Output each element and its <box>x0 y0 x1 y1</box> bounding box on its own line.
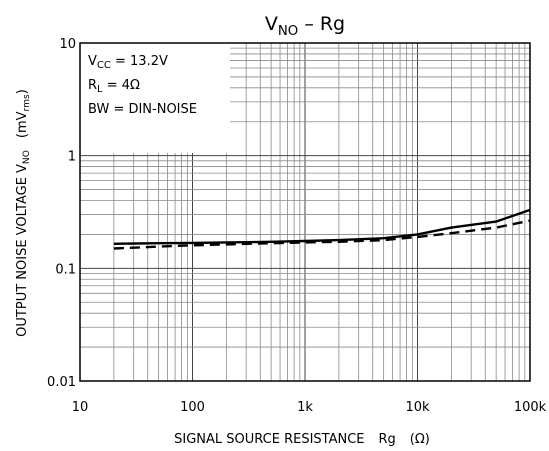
y-axis-label-unit-sub: rms <box>22 94 32 111</box>
condition-rest: = 13.2V <box>111 54 168 69</box>
series-line-dashed <box>113 219 531 250</box>
series-line-solid <box>113 208 531 245</box>
x-tick-label: 100k <box>514 400 547 415</box>
y-axis-label-unit-post: ) <box>15 89 30 94</box>
x-tick-label: 1k <box>297 400 313 415</box>
condition-sub: CC <box>97 60 111 71</box>
chart-title-main: V <box>265 13 278 35</box>
x-axis-label-var: Rg <box>379 432 396 447</box>
condition-text: BW = DIN-NOISE <box>88 102 197 117</box>
x-axis-label-main: SIGNAL SOURCE RESISTANCE <box>174 432 364 447</box>
condition-sub: L <box>97 84 103 95</box>
condition-main: V <box>88 54 97 69</box>
chart-title-rest: – Rg <box>298 13 345 35</box>
y-tick-label: 1 <box>68 150 76 165</box>
condition-main: R <box>88 78 97 93</box>
x-tick-label: 10 <box>72 400 89 415</box>
conditions: VCC = 13.2V RL = 4Ω BW = DIN-NOISE <box>88 54 197 117</box>
y-axis-label-main: OUTPUT NOISE VOLTAGE V <box>15 164 30 337</box>
condition-text: VCC = 13.2V <box>88 54 168 71</box>
condition-text: RL = 4Ω <box>88 78 140 95</box>
condition-rest: = 4Ω <box>103 78 140 93</box>
x-tick-label: 100 <box>180 400 205 415</box>
y-axis-label: OUTPUT NOISE VOLTAGE VNO (mVrms) <box>15 89 32 337</box>
condition-main: BW = DIN-NOISE <box>88 102 197 117</box>
y-tick-label: 0.1 <box>55 262 76 277</box>
x-tick-label: 10k <box>405 400 430 415</box>
y-tick-label: 10 <box>59 37 76 52</box>
y-axis-label-sub: NO <box>22 150 32 164</box>
series-layer <box>113 208 531 250</box>
plot-frame <box>79 42 531 382</box>
conditions-box <box>80 43 230 153</box>
tick-labels: 10 100 1k 10k 100k 0.01 0.1 1 10 <box>47 37 547 415</box>
chart-title: VNO – Rg <box>265 13 345 39</box>
y-axis-label-unit-pre: (mV <box>15 111 30 138</box>
chart-title-sub: NO <box>278 24 298 39</box>
x-axis-label: SIGNAL SOURCE RESISTANCE Rg (Ω) <box>174 432 430 447</box>
y-tick-label: 0.01 <box>47 375 76 390</box>
x-axis-label-unit: (Ω) <box>410 432 430 447</box>
